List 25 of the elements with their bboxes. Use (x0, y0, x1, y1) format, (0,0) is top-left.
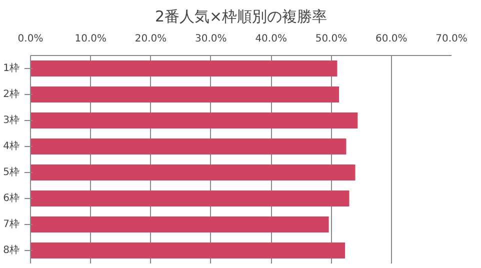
bar (30, 60, 338, 77)
x-tick-label: 50.0% (315, 34, 348, 44)
bar (30, 112, 358, 129)
x-tick-label: 40.0% (255, 34, 287, 44)
x-tick-label: 20.0% (134, 34, 167, 44)
x-tick-label: 10.0% (74, 34, 107, 44)
bar (30, 190, 350, 207)
bar (30, 164, 356, 181)
bar (30, 138, 346, 155)
bar (30, 216, 329, 233)
y-tick-label: 5枠 (3, 166, 20, 178)
y-tick-label: 1枠 (3, 62, 20, 74)
bar (30, 242, 346, 259)
y-tick-label: 6枠 (3, 192, 20, 204)
x-tick-label: 0.0% (18, 34, 44, 44)
y-tick-label: 2枠 (3, 88, 20, 100)
y-tick-label: 7枠 (3, 218, 20, 230)
x-tick-label: 70.0% (436, 34, 468, 44)
chart-title: 2番人気×枠順別の複勝率 (154, 8, 328, 26)
y-tick-label: 3枠 (3, 114, 20, 126)
x-tick-label: 30.0% (195, 34, 227, 44)
x-tick-label: 60.0% (375, 34, 408, 44)
y-tick-label: 8枠 (3, 244, 20, 256)
y-tick-label: 4枠 (3, 140, 20, 152)
bar (30, 86, 340, 103)
